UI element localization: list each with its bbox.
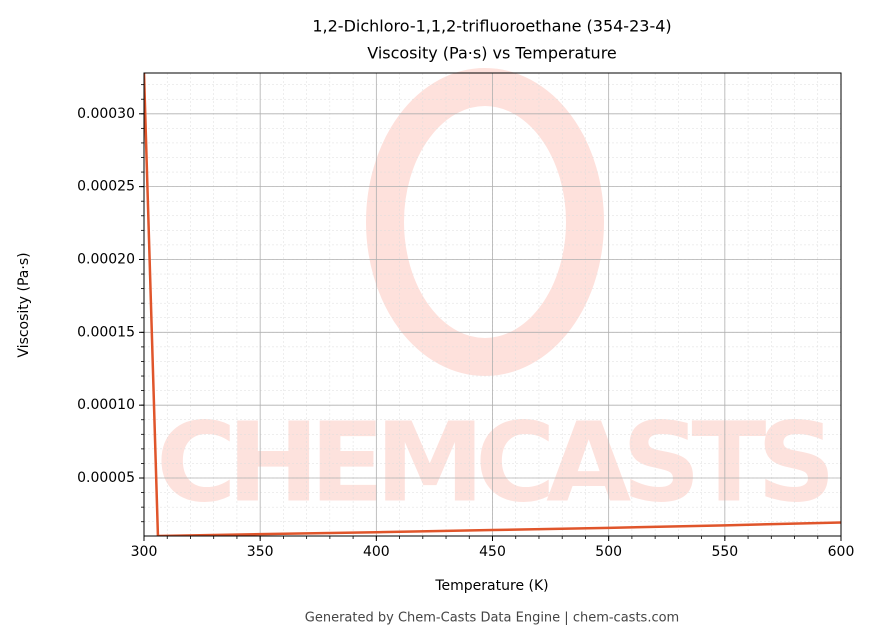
- chart-subtitle: Viscosity (Pa·s) vs Temperature: [367, 44, 617, 63]
- y-tick-label: 0.00015: [77, 324, 135, 340]
- x-tick-label: 400: [363, 544, 390, 560]
- chart-title: 1,2-Dichloro-1,1,2-trifluoroethane (354-…: [312, 17, 671, 36]
- y-tick-label: 0.00020: [77, 251, 135, 267]
- watermark-logo: [366, 68, 604, 376]
- x-tick-label: 550: [711, 544, 738, 560]
- x-axis-label: Temperature (K): [434, 578, 548, 594]
- watermark: [366, 68, 604, 376]
- x-tick-label: 600: [828, 544, 855, 560]
- x-tick-label: 500: [595, 544, 622, 560]
- x-tick-label: 450: [479, 544, 506, 560]
- footer: Generated by Chem-Casts Data Engine | ch…: [305, 611, 679, 626]
- plot-frame: [143, 72, 842, 537]
- y-axis-label: Viscosity (Pa·s): [16, 252, 32, 357]
- x-tick-label: 300: [131, 544, 158, 560]
- y-tick-label: 0.00010: [77, 397, 135, 413]
- y-tick-label: 0.00005: [77, 470, 135, 486]
- y-tick-label: 0.00030: [77, 106, 135, 122]
- y-tick-label: 0.00025: [77, 179, 135, 195]
- x-tick-label: 350: [247, 544, 274, 560]
